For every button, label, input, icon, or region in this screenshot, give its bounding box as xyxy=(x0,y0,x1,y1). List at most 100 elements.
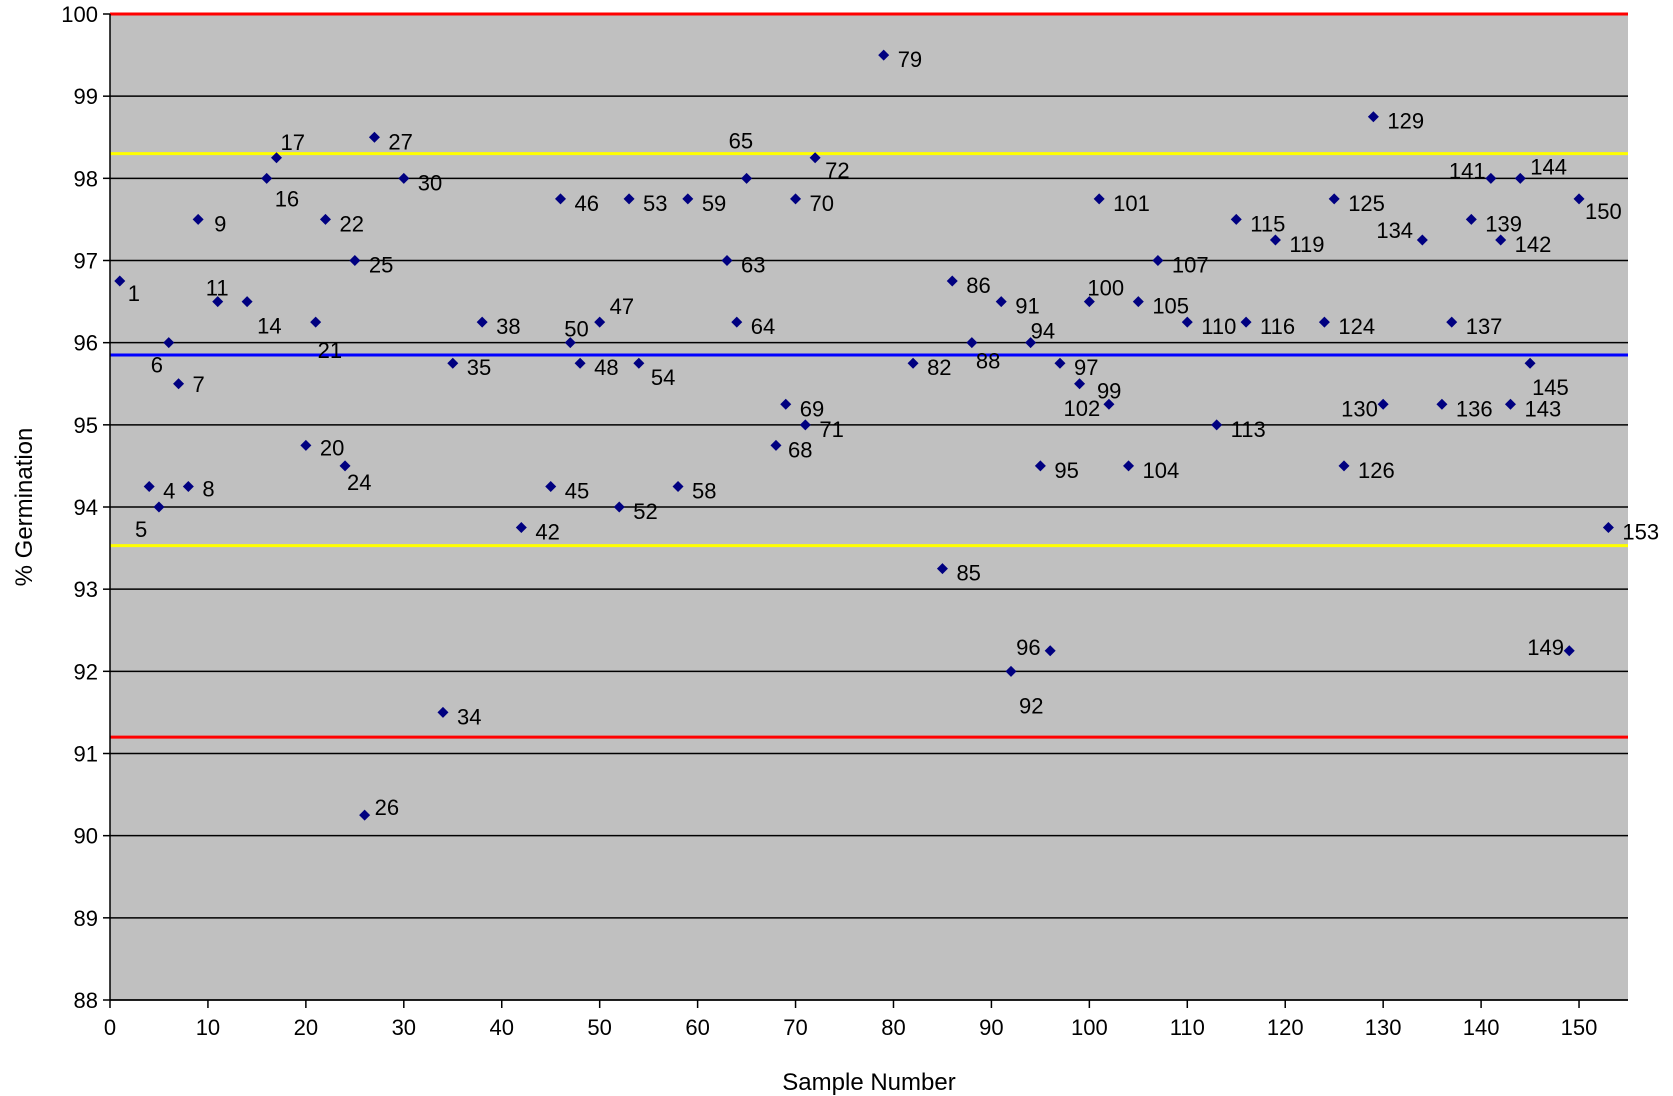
point-label-48: 48 xyxy=(594,355,618,380)
point-label-100: 100 xyxy=(1087,276,1124,301)
point-54 xyxy=(633,357,645,369)
point-99 xyxy=(1103,398,1115,410)
point-label-34: 34 xyxy=(457,704,481,729)
point-139 xyxy=(1465,213,1477,225)
point-label-45: 45 xyxy=(565,478,589,503)
point-104 xyxy=(1123,460,1135,472)
point-label-91: 91 xyxy=(1015,294,1039,319)
point-142 xyxy=(1495,234,1507,246)
point-86 xyxy=(946,275,958,287)
point-53 xyxy=(623,193,635,205)
point-11 xyxy=(212,296,224,308)
point-label-102: 102 xyxy=(1064,396,1101,421)
point-label-94: 94 xyxy=(1031,319,1055,344)
point-label-20: 20 xyxy=(320,435,344,460)
y-tick-labels: 88 89 90 91 92 93 94 95 96 97 98 99 100 xyxy=(61,2,98,1013)
point-96 xyxy=(1044,645,1056,657)
point-label-92: 92 xyxy=(1019,693,1043,718)
gridlines xyxy=(103,13,1628,1008)
point-124 xyxy=(1318,316,1330,328)
point-101 xyxy=(1093,193,1105,205)
point-8 xyxy=(182,480,194,492)
point-label-64: 64 xyxy=(751,314,775,339)
point-5 xyxy=(153,501,165,513)
point-label-105: 105 xyxy=(1152,294,1189,319)
point-107 xyxy=(1152,255,1164,266)
point-91 xyxy=(995,296,1007,308)
point-label-115: 115 xyxy=(1250,211,1285,236)
y-tick-label: 91 xyxy=(74,742,98,767)
point-label-6: 6 xyxy=(151,353,163,378)
x-tick-label: 130 xyxy=(1365,1015,1402,1040)
point-label-143: 143 xyxy=(1524,396,1561,421)
point-label-35: 35 xyxy=(467,355,491,380)
point-6 xyxy=(163,337,175,349)
point-label-110: 110 xyxy=(1201,314,1236,339)
x-tick-label: 90 xyxy=(979,1015,1003,1040)
point-126 xyxy=(1338,460,1350,472)
point-116 xyxy=(1240,316,1252,328)
y-tick-label: 98 xyxy=(74,166,98,191)
point-label-4: 4 xyxy=(163,478,175,503)
axes xyxy=(109,14,1628,1001)
point-34 xyxy=(437,706,449,718)
x-tick-label: 110 xyxy=(1170,1015,1205,1040)
point-label-141: 141 xyxy=(1449,158,1486,183)
y-tick-label: 99 xyxy=(74,84,98,109)
point-label-46: 46 xyxy=(575,191,599,216)
point-149 xyxy=(1563,645,1575,657)
point-48 xyxy=(574,357,586,369)
x-tick-label: 120 xyxy=(1267,1015,1304,1040)
point-70 xyxy=(790,193,802,205)
point-7 xyxy=(173,378,185,390)
x-tick-label: 70 xyxy=(783,1015,807,1040)
point-59 xyxy=(682,193,694,205)
point-label-99: 99 xyxy=(1097,378,1121,403)
point-label-58: 58 xyxy=(692,478,716,503)
point-label-95: 95 xyxy=(1054,458,1078,483)
point-label-85: 85 xyxy=(956,561,980,586)
point-64 xyxy=(731,316,743,328)
point-label-54: 54 xyxy=(651,365,675,390)
point-label-107: 107 xyxy=(1172,253,1209,278)
point-153 xyxy=(1602,522,1614,534)
point-65 xyxy=(741,172,753,184)
point-42 xyxy=(515,522,527,534)
point-label-50: 50 xyxy=(564,317,588,342)
point-label-70: 70 xyxy=(810,191,834,216)
point-14 xyxy=(241,296,253,308)
point-label-38: 38 xyxy=(496,314,520,339)
point-50 xyxy=(564,337,576,349)
point-102 xyxy=(1074,378,1086,390)
point-1 xyxy=(114,275,126,287)
point-136 xyxy=(1436,398,1448,410)
point-label-53: 53 xyxy=(643,191,667,216)
point-label-63: 63 xyxy=(741,253,765,278)
point-38 xyxy=(476,316,488,328)
point-110 xyxy=(1181,316,1193,328)
y-tick-label: 92 xyxy=(74,659,98,684)
point-17 xyxy=(270,152,282,164)
x-tick-label: 40 xyxy=(489,1015,513,1040)
y-tick-label: 94 xyxy=(74,495,98,520)
y-tick-label: 90 xyxy=(74,824,98,849)
x-tick-label: 20 xyxy=(294,1015,318,1040)
x-tick-label: 10 xyxy=(196,1015,220,1040)
point-label-52: 52 xyxy=(633,499,657,524)
point-label-65: 65 xyxy=(729,128,753,153)
point-115 xyxy=(1230,213,1242,225)
point-label-1: 1 xyxy=(128,281,140,306)
point-68 xyxy=(770,439,782,451)
point-label-129: 129 xyxy=(1387,109,1424,134)
y-tick-label: 96 xyxy=(74,331,98,356)
point-label-86: 86 xyxy=(966,273,990,298)
point-label-72: 72 xyxy=(825,158,849,183)
point-label-68: 68 xyxy=(788,437,812,462)
point-label-11: 11 xyxy=(206,276,229,301)
point-22 xyxy=(319,213,331,225)
point-label-150: 150 xyxy=(1585,199,1622,224)
point-71 xyxy=(799,419,811,431)
point-label-149: 149 xyxy=(1527,635,1564,660)
point-label-71: 71 xyxy=(819,417,843,442)
point-label-26: 26 xyxy=(375,795,399,820)
